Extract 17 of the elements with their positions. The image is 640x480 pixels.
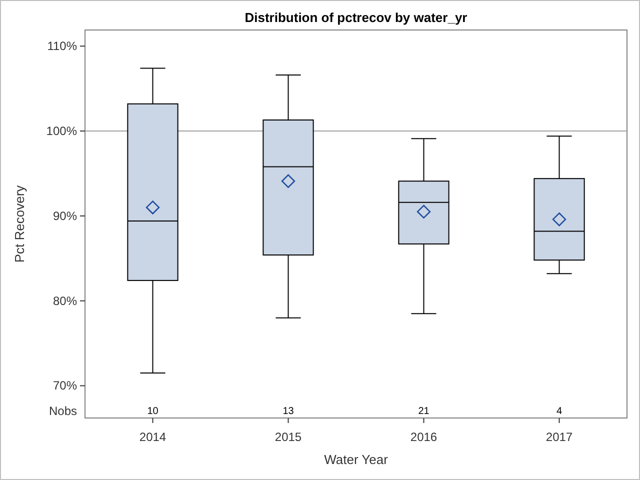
y-tick-label: 80%: [52, 294, 78, 308]
annotation: 13: [282, 406, 294, 417]
y-tick-label: 100%: [46, 124, 78, 138]
text: Nobs: [48, 404, 77, 418]
annotation: 4: [556, 406, 562, 417]
chart-title: Distribution of pctrecov by water_yr: [244, 10, 468, 25]
annotation: 10: [147, 406, 159, 417]
x-axis-title: Water Year: [324, 452, 389, 467]
y-tick-label: 110%: [47, 39, 78, 54]
annotation: 21: [418, 406, 430, 417]
x-tick-label: 2017: [546, 430, 573, 444]
y-tick-label: 90%: [52, 208, 78, 223]
y-axis-title: Pct Recovery: [12, 184, 27, 263]
x-tick-label: 2016: [410, 430, 438, 444]
x-tick-label: 2015: [274, 430, 302, 444]
x-tick-label: 2014: [139, 430, 166, 444]
y-tick-label: 70%: [52, 378, 78, 393]
